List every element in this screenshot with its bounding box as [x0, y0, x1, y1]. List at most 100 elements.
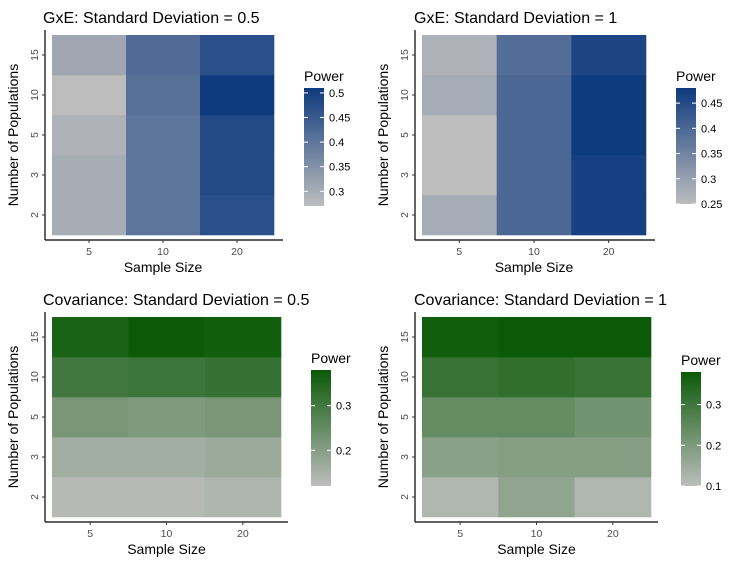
y-tick-label: 15 — [399, 331, 411, 343]
colorbar-tick-label: 0.25 — [701, 199, 722, 211]
heatmap-tile — [128, 477, 205, 518]
heatmap-tile — [126, 195, 201, 236]
colorbar-tick-label: 0.1 — [706, 481, 721, 493]
heatmap-tile — [496, 115, 572, 156]
heatmap-tile — [52, 75, 127, 116]
colorbar-tick-label: 0.4 — [329, 137, 344, 149]
heatmap-tile — [496, 75, 572, 116]
heatmap-tile — [422, 115, 497, 156]
heatmap-tile — [126, 155, 201, 196]
heatmap-tile — [498, 357, 575, 398]
heatmap-tile — [128, 437, 205, 478]
heatmap-tile — [204, 317, 282, 358]
heatmap-tile — [571, 115, 647, 156]
x-tick-label: 20 — [231, 246, 243, 258]
y-tick-label: 2 — [29, 494, 41, 500]
y-tick-label: 5 — [399, 132, 411, 138]
x-tick-label: 5 — [457, 528, 463, 540]
colorbar-tick-label: 0.2 — [336, 445, 351, 457]
heatmap-tile — [571, 195, 647, 236]
x-tick-label: 20 — [607, 528, 619, 540]
y-tick-label: 5 — [29, 414, 41, 420]
colorbar-tick-label: 0.45 — [329, 113, 350, 125]
heatmap-tile — [52, 317, 129, 358]
colorbar-legend: Power 0.2 0.3 — [311, 350, 351, 486]
heatmap-tile — [496, 35, 572, 76]
y-axis-title: Number of Populations — [5, 64, 21, 206]
heatmap-panel-2: GxE: Standard Deviation = 1 2 3 5 10 15 5 10 20 S… — [375, 10, 722, 275]
heatmap-tile — [126, 75, 201, 116]
heatmap-panel-1: GxE: Standard Deviation = 0.5 2 3 5 10 15 5 10 2… — [5, 10, 350, 275]
heatmap-tile — [128, 397, 205, 438]
heatmap-tile — [52, 195, 127, 236]
x-tick-label: 10 — [531, 528, 543, 540]
panel-title: GxE: Standard Deviation = 1 — [414, 10, 617, 27]
colorbar-tick-label: 0.35 — [701, 149, 722, 161]
heatmap-tile — [52, 115, 127, 156]
colorbar-tick-label: 0.5 — [329, 88, 344, 100]
x-axis-title: Sample Size — [495, 259, 574, 275]
heatmap-tile — [128, 357, 205, 398]
heatmap-tile — [422, 357, 499, 398]
y-tick-label: 15 — [29, 49, 41, 61]
heatmap-tile — [574, 437, 652, 478]
heatmap-tile — [52, 35, 127, 76]
x-axis-title: Sample Size — [124, 259, 203, 275]
heatmap-tile — [498, 397, 575, 438]
colorbar-tick-label: 0.4 — [701, 123, 716, 135]
colorbar — [681, 372, 701, 486]
heatmap-tile — [498, 317, 575, 358]
legend-title: Power — [681, 352, 721, 368]
colorbar — [304, 88, 324, 206]
y-tick-label: 2 — [399, 494, 411, 500]
heatmap-tile — [204, 437, 282, 478]
heatmap-tile — [200, 115, 275, 156]
heatmap-panel-3: Covariance: Standard Deviation = 0.5 2 3 5 1… — [5, 292, 351, 557]
colorbar-tick-label: 0.35 — [329, 162, 350, 174]
heatmap-tile — [498, 477, 575, 518]
colorbar-tick-label: 0.3 — [706, 400, 721, 412]
x-tick-label: 10 — [528, 246, 540, 258]
x-tick-label: 10 — [161, 528, 173, 540]
heatmap-tile — [200, 75, 275, 116]
y-tick-label: 5 — [29, 132, 41, 138]
heatmap-tile — [496, 195, 572, 236]
y-tick-label: 10 — [399, 371, 411, 383]
heatmap-tile — [571, 75, 647, 116]
legend-title: Power — [311, 350, 351, 366]
heatmap-tile — [52, 437, 129, 478]
heatmap-tile — [204, 397, 282, 438]
heatmap-tile — [52, 155, 127, 196]
y-tick-label: 3 — [399, 172, 411, 178]
heatmap-tile — [422, 75, 497, 116]
heatmap-tile — [498, 437, 575, 478]
heatmap-tile — [571, 35, 647, 76]
heatmap-tile — [422, 317, 499, 358]
y-axis-title: Number of Populations — [375, 64, 391, 206]
colorbar — [311, 370, 331, 486]
panel-title: GxE: Standard Deviation = 0.5 — [43, 10, 260, 27]
y-tick-label: 3 — [29, 172, 41, 178]
panel-title: Covariance: Standard Deviation = 1 — [414, 292, 667, 309]
y-tick-label: 3 — [399, 454, 411, 460]
y-tick-label: 5 — [399, 414, 411, 420]
y-tick-label: 10 — [29, 89, 41, 101]
x-axis-title: Sample Size — [127, 541, 206, 557]
heatmap-tile — [574, 397, 652, 438]
x-axis-title: Sample Size — [497, 541, 576, 557]
x-tick-label: 5 — [87, 528, 93, 540]
x-tick-label: 10 — [157, 246, 169, 258]
y-tick-label: 10 — [399, 89, 411, 101]
colorbar-tick-label: 0.3 — [329, 186, 344, 198]
y-tick-label: 2 — [399, 212, 411, 218]
heatmap-tile — [128, 317, 205, 358]
colorbar-legend: Power 0.1 0.2 0.3 — [681, 352, 721, 493]
heatmap-tile — [571, 155, 647, 196]
heatmap-tile — [422, 195, 497, 236]
x-tick-label: 5 — [86, 246, 92, 258]
heatmap-tile — [52, 397, 129, 438]
colorbar-tick-label: 0.45 — [701, 98, 722, 110]
colorbar-tick-label: 0.3 — [336, 401, 351, 413]
heatmap-tile — [52, 477, 129, 518]
